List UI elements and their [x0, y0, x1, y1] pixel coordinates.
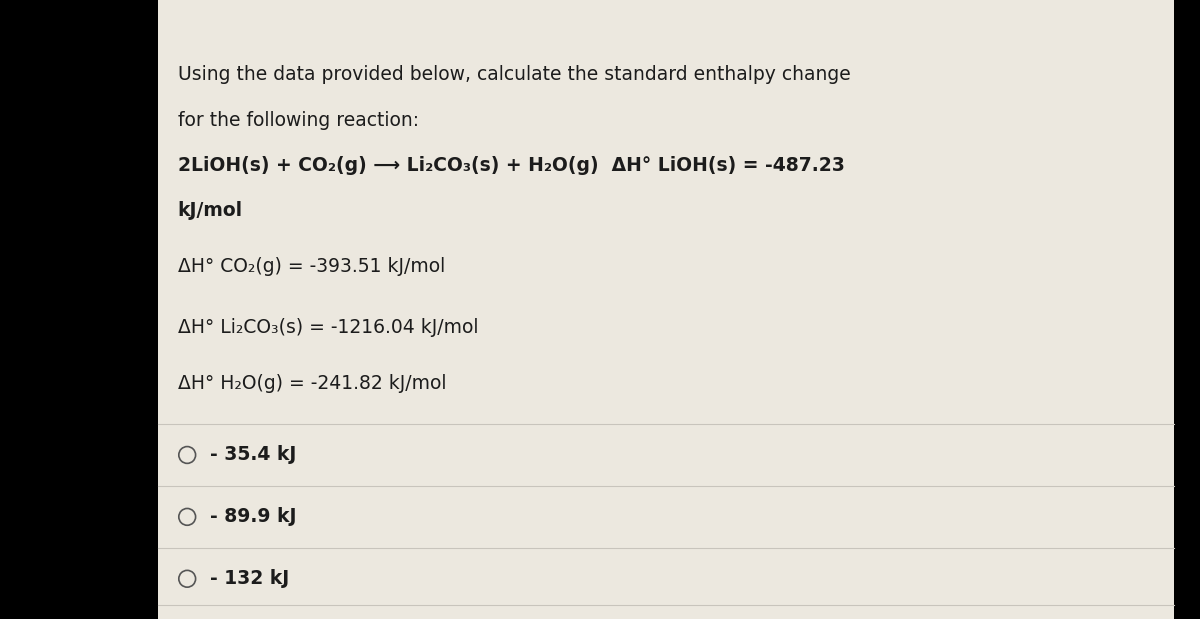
Text: ΔH° H₂O(g) = -241.82 kJ/mol: ΔH° H₂O(g) = -241.82 kJ/mol — [178, 374, 446, 394]
Text: kJ/mol: kJ/mol — [178, 201, 242, 220]
Text: Using the data provided below, calculate the standard enthalpy change: Using the data provided below, calculate… — [178, 65, 851, 84]
Text: ΔH° CO₂(g) = -393.51 kJ/mol: ΔH° CO₂(g) = -393.51 kJ/mol — [178, 257, 445, 276]
Text: for the following reaction:: for the following reaction: — [178, 111, 419, 131]
Text: - 89.9 kJ: - 89.9 kJ — [210, 508, 296, 526]
Text: 2LiOH(s) + CO₂(g) ⟶ Li₂CO₃(s) + H₂O(g)  ΔH° LiOH(s) = -487.23: 2LiOH(s) + CO₂(g) ⟶ Li₂CO₃(s) + H₂O(g) Δ… — [178, 156, 845, 175]
Text: - 35.4 kJ: - 35.4 kJ — [210, 446, 296, 464]
Text: - 132 kJ: - 132 kJ — [210, 569, 289, 588]
Text: ΔH° Li₂CO₃(s) = -1216.04 kJ/mol: ΔH° Li₂CO₃(s) = -1216.04 kJ/mol — [178, 318, 478, 337]
